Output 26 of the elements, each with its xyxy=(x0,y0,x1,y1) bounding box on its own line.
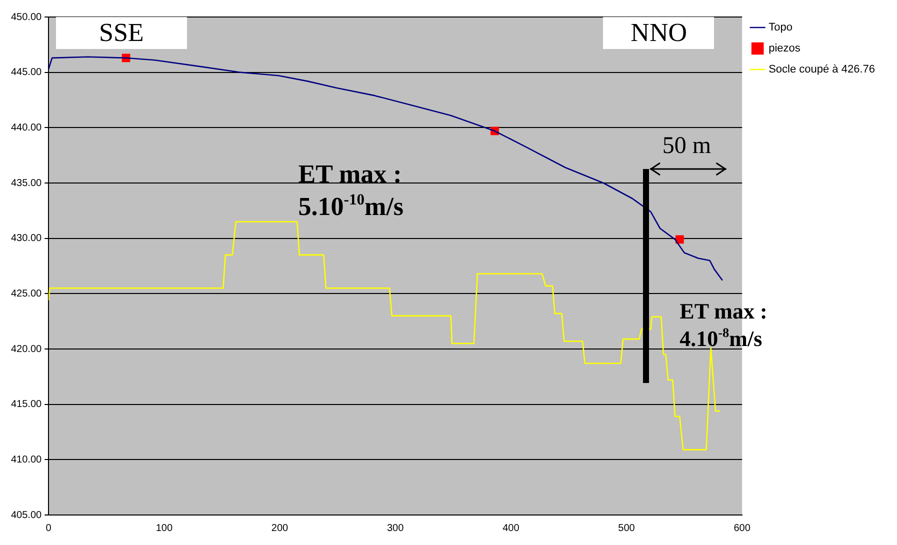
x-tick-label: 0 xyxy=(46,522,52,534)
legend-label: Socle coupé à 426.76 xyxy=(768,64,876,76)
annotation: SSE xyxy=(98,18,144,47)
y-tick-label: 420.00 xyxy=(10,344,42,355)
text-box: SSE xyxy=(56,17,188,49)
x-tick-label: 400 xyxy=(502,522,520,534)
annotation: 50 m xyxy=(662,133,712,160)
text-box: NNO xyxy=(603,17,714,49)
y-tick-label: 450.00 xyxy=(10,12,42,23)
x-tick-label: 200 xyxy=(271,522,289,534)
y-tick-label: 410.00 xyxy=(10,454,42,466)
y-tick-label: 435.00 xyxy=(10,178,42,189)
y-tick-label: 445.00 xyxy=(10,67,42,78)
x-tick-label: 500 xyxy=(618,522,636,534)
point xyxy=(675,235,684,244)
y-tick-label: 415.00 xyxy=(10,399,42,410)
legend-label: Topo xyxy=(768,22,792,34)
legend-label: piezos xyxy=(768,42,801,55)
x-tick-label: 300 xyxy=(386,522,404,534)
y-tick-label: 425.00 xyxy=(10,288,42,300)
y-tick-label: 405.00 xyxy=(10,510,42,521)
y-tick-label: 430.00 xyxy=(10,233,42,244)
annotation: NNO xyxy=(630,18,688,47)
x-tick-label: 100 xyxy=(156,522,173,534)
x-tick-label: 600 xyxy=(734,522,751,534)
y-tick-label: 440.00 xyxy=(10,122,42,134)
